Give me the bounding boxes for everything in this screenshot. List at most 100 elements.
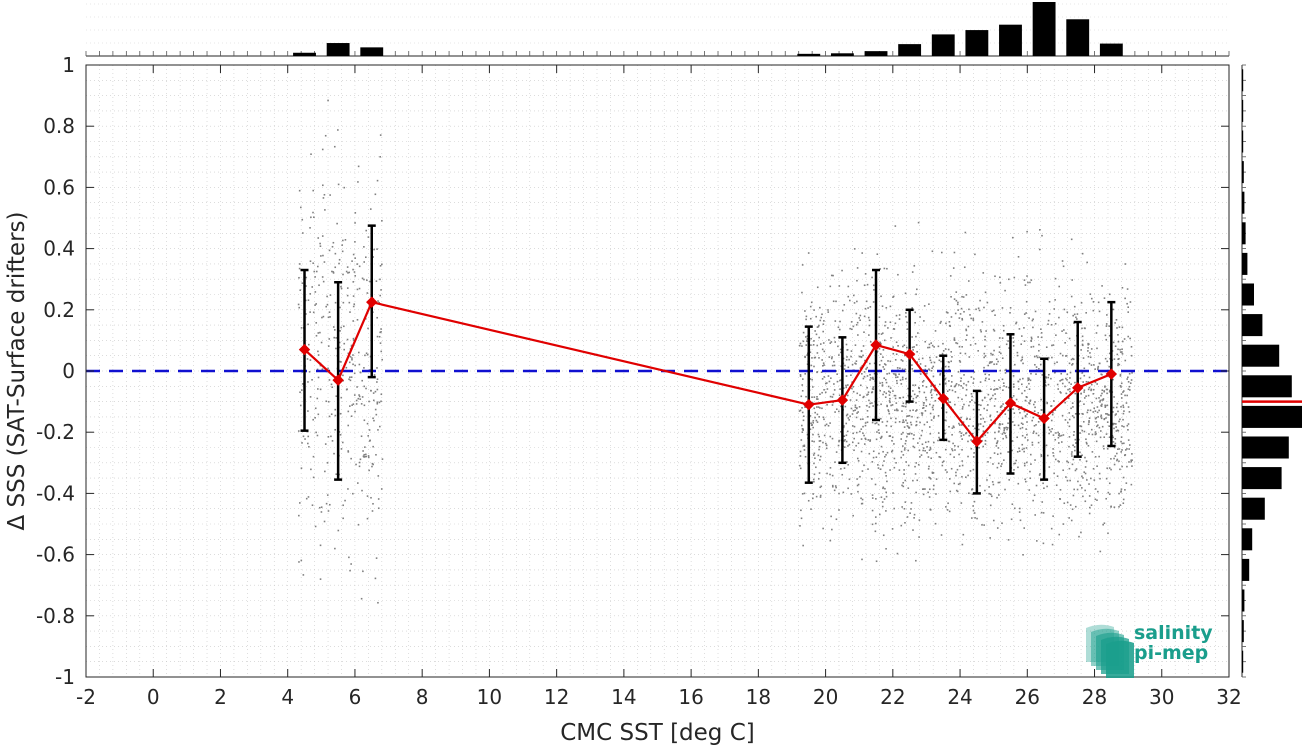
scatter-point	[1128, 411, 1131, 413]
scatter-point	[1009, 307, 1012, 309]
scatter-point	[835, 408, 838, 411]
scatter-point	[944, 378, 946, 381]
scatter-point	[1015, 459, 1017, 462]
scatter-point	[880, 295, 882, 298]
scatter-point	[946, 311, 949, 314]
scatter-point	[878, 332, 880, 335]
scatter-point	[1029, 453, 1032, 456]
scatter-point	[828, 356, 831, 358]
scatter-point	[925, 396, 927, 399]
scatter-point	[853, 449, 855, 452]
scatter-point	[357, 482, 359, 484]
scatter-point	[804, 355, 806, 358]
scatter-point	[1016, 354, 1019, 357]
scatter-point	[1094, 431, 1097, 433]
scatter-point	[877, 423, 880, 426]
scatter-point	[1044, 381, 1047, 384]
scatter-point	[904, 292, 907, 295]
scatter-point	[857, 490, 859, 493]
scatter-point	[307, 381, 309, 383]
scatter-point	[1004, 372, 1007, 374]
scatter-point	[1052, 400, 1055, 402]
scatter-point	[882, 534, 885, 537]
scatter-point	[814, 457, 816, 460]
scatter-point	[837, 444, 840, 447]
x-tick-label: 18	[746, 685, 771, 709]
scatter-point	[1125, 482, 1128, 484]
scatter-point	[1042, 542, 1045, 545]
scatter-point	[1129, 382, 1132, 384]
scatter-point	[1008, 417, 1010, 420]
scatter-point	[823, 364, 825, 366]
scatter-point	[1108, 493, 1111, 496]
scatter-point	[914, 311, 916, 314]
scatter-point	[865, 300, 868, 303]
scatter-point	[818, 416, 821, 418]
scatter-point	[1074, 344, 1076, 347]
scatter-point	[1021, 443, 1024, 446]
scatter-point	[1121, 351, 1123, 353]
scatter-point	[964, 352, 967, 355]
scatter-point	[1028, 378, 1030, 381]
scatter-point	[809, 351, 812, 354]
scatter-point	[1060, 441, 1063, 443]
scatter-point	[958, 317, 961, 319]
scatter-point	[1068, 412, 1071, 414]
scatter-point	[360, 403, 363, 405]
scatter-point	[838, 439, 840, 442]
scatter-point	[894, 373, 897, 375]
scatter-point	[297, 303, 300, 306]
scatter-point	[935, 493, 937, 495]
scatter-point	[799, 409, 802, 412]
scatter-point	[1101, 403, 1103, 406]
scatter-point	[1005, 343, 1008, 346]
scatter-point	[980, 404, 982, 407]
scatter-point	[372, 392, 375, 394]
scatter-point	[965, 476, 967, 479]
scatter-point	[835, 451, 838, 453]
scatter-point	[365, 229, 368, 232]
scatter-point	[301, 282, 304, 284]
scatter-point	[822, 416, 825, 419]
scatter-point	[948, 389, 951, 391]
scatter-point	[1037, 421, 1040, 423]
scatter-point	[827, 311, 830, 313]
scatter-point	[916, 416, 919, 419]
scatter-point	[904, 501, 907, 503]
scatter-point	[886, 267, 888, 270]
scatter-point	[1064, 385, 1066, 388]
scatter-point	[1045, 444, 1048, 447]
scatter-point	[854, 344, 857, 346]
y-axis-label: Δ SSS (SAT-Surface drifters)	[4, 212, 30, 531]
scatter-point	[1074, 505, 1077, 508]
scatter-point	[346, 338, 349, 341]
scatter-point	[887, 385, 890, 388]
scatter-point	[1101, 389, 1104, 392]
scatter-point	[918, 390, 921, 393]
scatter-point	[958, 424, 961, 426]
scatter-point	[1065, 392, 1068, 395]
scatter-point	[998, 430, 1000, 433]
scatter-point	[981, 524, 983, 526]
scatter-point	[359, 371, 362, 374]
scatter-point	[1069, 479, 1071, 482]
scatter-point	[814, 411, 816, 414]
scatter-point	[372, 256, 374, 258]
scatter-point	[312, 455, 315, 458]
top-hist-bar	[293, 52, 316, 56]
scatter-point	[1074, 413, 1077, 415]
scatter-point	[963, 382, 965, 385]
scatter-point	[1015, 398, 1018, 401]
scatter-point	[980, 390, 983, 393]
scatter-point	[915, 396, 918, 399]
scatter-point	[990, 397, 993, 400]
scatter-point	[1019, 378, 1021, 381]
scatter-point	[915, 335, 917, 338]
scatter-point	[357, 165, 360, 168]
scatter-point	[1056, 361, 1058, 364]
scatter-point	[861, 558, 863, 561]
scatter-point	[813, 309, 815, 311]
scatter-point	[1121, 326, 1124, 329]
scatter-point	[1022, 362, 1024, 365]
scatter-point	[339, 330, 341, 332]
